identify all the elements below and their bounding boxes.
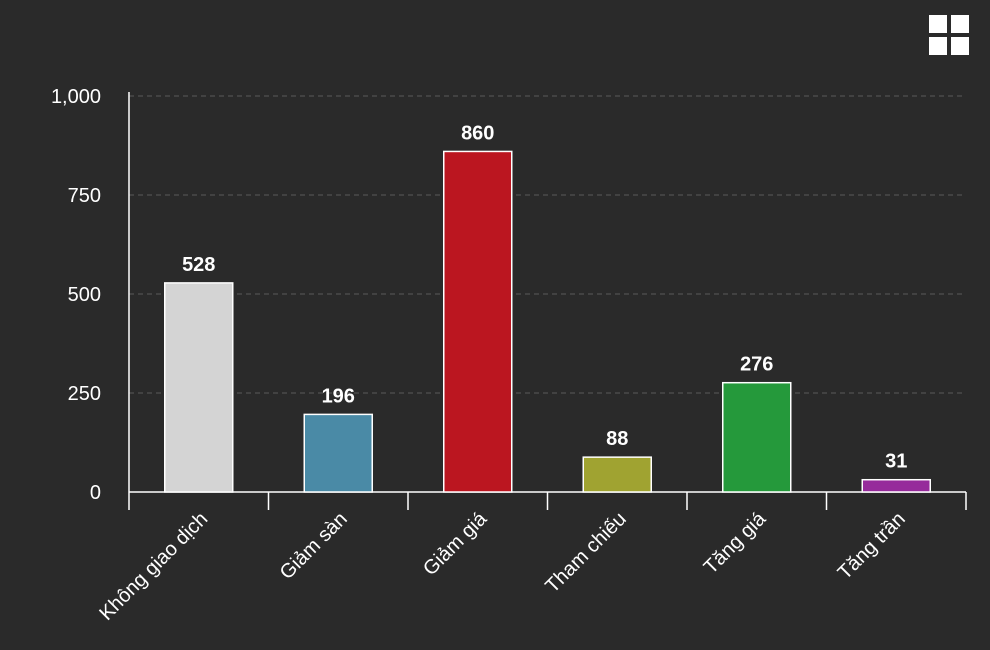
y-tick-label: 250 xyxy=(68,383,101,405)
bar xyxy=(582,456,652,493)
bar xyxy=(722,381,792,493)
x-tick-label: Tăng trần xyxy=(834,508,910,584)
x-tick-label: Tăng giá xyxy=(700,507,771,578)
menu-square-icon xyxy=(951,15,969,33)
menu-square-icon xyxy=(929,15,947,33)
data-label: 31 xyxy=(885,451,907,473)
data-label: 276 xyxy=(740,354,773,376)
x-tick-label: Tham chiếu xyxy=(541,508,630,597)
menu-square-icon xyxy=(951,37,969,55)
data-label: 528 xyxy=(182,254,215,276)
y-tick-label: 0 xyxy=(90,482,101,504)
grid-menu-icon[interactable] xyxy=(929,15,971,57)
menu-square-icon xyxy=(929,37,947,55)
data-label: 88 xyxy=(606,428,628,450)
y-tick-label: 750 xyxy=(68,185,101,207)
x-tick-label: Giảm sàn xyxy=(276,508,352,584)
data-label: 860 xyxy=(461,122,494,144)
bar xyxy=(303,413,373,493)
y-tick-label: 1,000 xyxy=(51,86,101,108)
bar xyxy=(861,478,931,493)
y-tick-label: 500 xyxy=(68,284,101,306)
bar xyxy=(164,282,234,493)
x-tick-label: Không giao dịch xyxy=(95,508,212,625)
x-tick-label: Giảm giá xyxy=(419,507,492,580)
bar xyxy=(443,150,513,493)
data-label: 196 xyxy=(322,385,355,407)
